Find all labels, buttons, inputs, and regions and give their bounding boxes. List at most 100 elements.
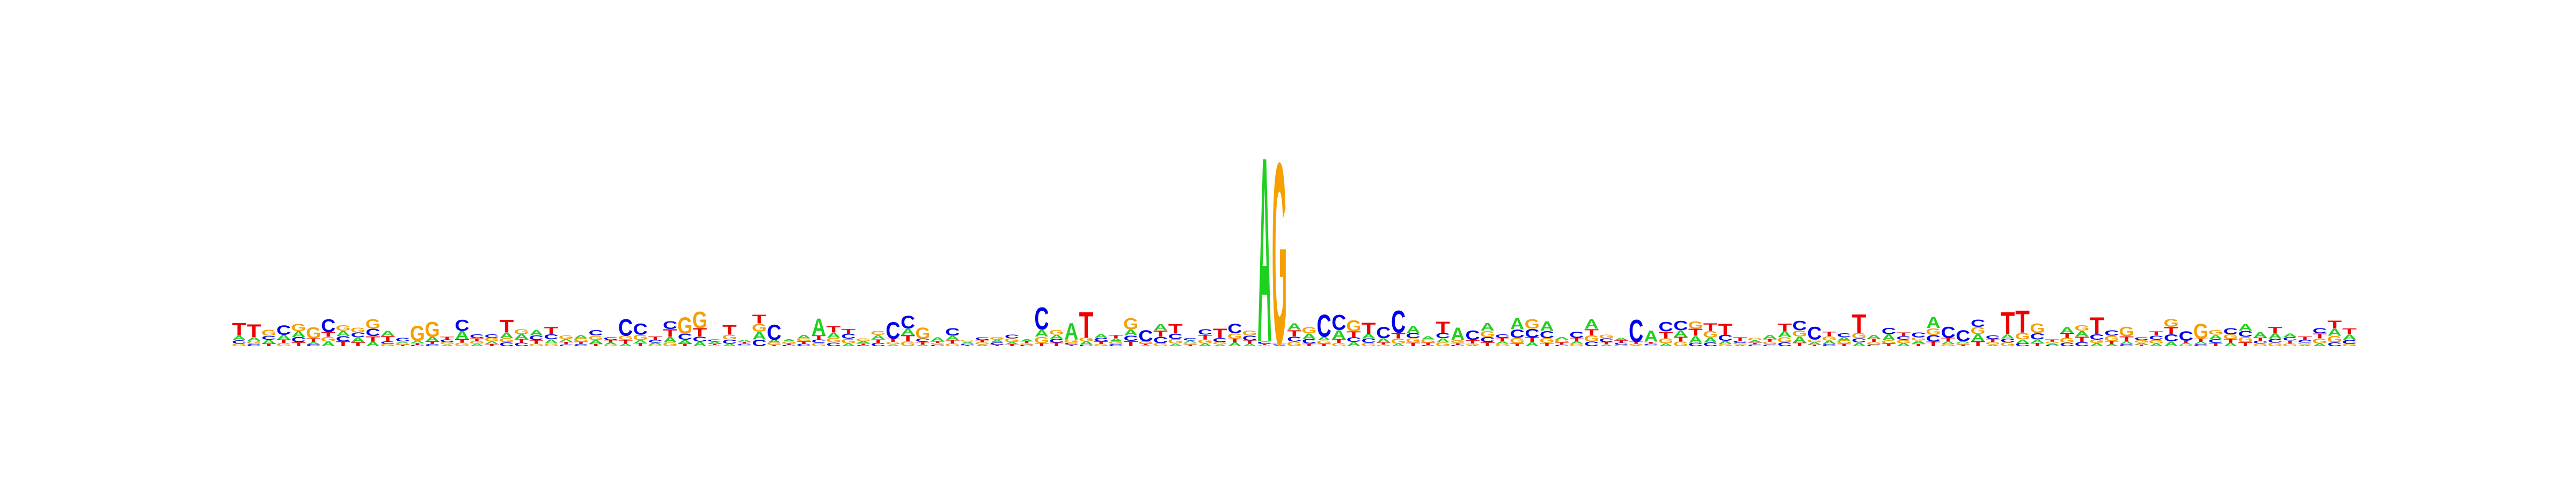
logo-letter-A-pos76: A	[1346, 341, 1360, 347]
logo-letter-C-pos29: C	[648, 339, 662, 343]
logo-letter-G-pos127: G	[2104, 334, 2119, 343]
logo-letter-C-pos120: C	[2000, 338, 2015, 343]
logo-letter-G-pos136: G	[2238, 335, 2253, 345]
logo-letter-G-pos52: G	[990, 336, 1005, 340]
logo-letter-C-pos38: C	[782, 345, 796, 347]
logo-letter-C-pos126: C	[2089, 333, 2104, 342]
logo-letter-A-pos30: A	[663, 335, 677, 344]
logo-letter-T-pos1: T	[232, 319, 246, 340]
logo-letter-C-pos12: C	[396, 337, 410, 342]
logo-letter-A-pos113: A	[1897, 342, 1911, 347]
logo-letter-G-pos133: G	[2193, 320, 2208, 343]
logo-letter-C-pos30: C	[663, 319, 677, 332]
logo-letter-T-pos78: T	[1377, 342, 1391, 346]
logo-letter-A-pos125: A	[2075, 329, 2089, 338]
logo-letter-A-pos93: A	[1599, 344, 1613, 347]
logo-letter-T-pos86: T	[1495, 337, 1510, 342]
logo-letter-G-pos109: G	[1836, 340, 1851, 345]
logo-letter-T-pos51: T	[975, 339, 990, 343]
logo-letter-A-pos4: A	[277, 334, 291, 341]
logo-letter-T-pos4: T	[276, 339, 291, 345]
logo-letter-T-pos34: T	[722, 323, 737, 338]
logo-letter-T-pos75: T	[1331, 338, 1346, 344]
logo-letter-A-pos59: A	[1094, 333, 1108, 339]
logo-letter-T-pos46: T	[901, 333, 915, 343]
logo-letter-T-pos114: T	[1911, 343, 1926, 347]
logo-letter-A-pos100: A	[1703, 336, 1717, 343]
logo-letter-A-pos70: A	[1257, 103, 1271, 398]
logo-letter-C-pos86: C	[1495, 333, 1510, 339]
logo-letter-G-pos6: G	[306, 325, 321, 342]
logo-letter-T-pos73: T	[1302, 343, 1316, 347]
logo-letter-G-pos100: G	[1703, 329, 1718, 340]
logo-letter-C-pos42: C	[841, 333, 855, 340]
logo-letter-C-pos40: C	[811, 339, 826, 344]
logo-letter-T-pos31: T	[678, 343, 692, 347]
logo-letter-C-pos41: C	[826, 341, 841, 347]
logo-letter-G-pos105: G	[1777, 336, 1792, 344]
logo-letter-A-pos140: A	[2298, 345, 2312, 347]
logo-letter-T-pos85: T	[1480, 341, 1495, 347]
logo-letter-G-pos117: G	[1956, 342, 1971, 345]
logo-letter-C-pos9: C	[351, 331, 365, 339]
logo-letter-T-pos88: T	[1525, 336, 1539, 343]
logo-letter-C-pos134: C	[2208, 338, 2223, 344]
logo-letter-A-pos110: A	[1852, 341, 1866, 347]
logo-letter-G-pos70: G	[1257, 345, 1272, 347]
logo-letter-A-pos23: A	[559, 338, 573, 343]
logo-letter-G-pos118: G	[1970, 325, 1985, 336]
logo-letter-A-pos43: A	[857, 341, 870, 344]
logo-letter-A-pos137: A	[2253, 330, 2267, 339]
logo-letter-G-pos68: G	[1227, 332, 1242, 340]
logo-letter-G-pos79: G	[1391, 337, 1406, 346]
logo-letter-C-pos75: C	[1331, 311, 1346, 335]
logo-letter-A-pos131: A	[2164, 340, 2178, 348]
logo-letter-T-pos100: T	[1703, 321, 1718, 333]
logo-letter-C-pos117: C	[1956, 327, 1970, 345]
logo-letter-A-pos104: A	[1763, 334, 1777, 340]
logo-letter-A-pos68: A	[1228, 341, 1242, 347]
logo-letter-C-pos83: C	[1451, 345, 1465, 347]
logo-letter-A-pos108: A	[1823, 340, 1836, 346]
logo-letter-C-pos57: C	[1064, 342, 1079, 345]
logo-letter-G-pos27: G	[618, 335, 633, 341]
logo-letter-T-pos71: T	[1272, 343, 1287, 345]
logo-letter-T-pos39: T	[797, 340, 811, 345]
logo-letter-A-pos53: A	[1005, 342, 1019, 345]
logo-letter-T-pos131: T	[2164, 326, 2178, 337]
logo-letter-G-pos92: G	[1584, 334, 1599, 343]
logo-letter-C-pos5: C	[291, 335, 306, 343]
logo-letter-A-pos130: A	[2149, 342, 2163, 347]
logo-letter-T-pos135: T	[2223, 338, 2238, 344]
logo-letter-G-pos135: G	[2223, 333, 2238, 340]
logo-letter-A-pos112: A	[1882, 333, 1896, 342]
logo-letter-G-pos35: G	[737, 345, 752, 347]
logo-letter-C-pos19: C	[499, 341, 514, 347]
logo-letter-G-pos41: G	[826, 337, 841, 344]
logo-letter-C-pos111: C	[1867, 344, 1881, 347]
logo-letter-C-pos58: C	[1079, 345, 1093, 347]
logo-letter-T-pos50: T	[960, 345, 975, 346]
logo-letter-T-pos60: T	[1109, 334, 1123, 340]
logo-letter-T-pos110: T	[1852, 309, 1867, 339]
logo-letter-T-pos14: T	[425, 341, 440, 345]
logo-letter-T-pos42: T	[841, 327, 856, 335]
logo-letter-C-pos115: C	[1926, 333, 1941, 343]
logo-letter-G-pos54: G	[1019, 343, 1034, 345]
logo-letter-C-pos138: C	[2268, 338, 2282, 343]
logo-letter-T-pos35: T	[737, 341, 752, 344]
logo-letter-G-pos7: G	[321, 336, 336, 343]
logo-letter-T-pos97: T	[1659, 330, 1674, 341]
logo-letter-C-pos82: C	[1436, 332, 1450, 340]
logo-letter-G-pos82: G	[1436, 341, 1451, 347]
logo-letter-G-pos137: G	[2253, 343, 2268, 347]
logo-letter-G-pos2: G	[246, 340, 261, 345]
logo-letter-A-pos128: A	[2119, 340, 2133, 345]
logo-letter-C-pos61: C	[1123, 334, 1138, 343]
logo-letter-T-pos122: T	[2030, 342, 2045, 347]
logo-letter-C-pos141: C	[2312, 326, 2327, 335]
logo-letter-G-pos124: G	[2060, 336, 2075, 344]
logo-letter-G-pos88: G	[1525, 317, 1540, 332]
logo-letter-G-pos31: G	[677, 312, 692, 339]
logo-letter-C-pos129: C	[2134, 336, 2149, 341]
